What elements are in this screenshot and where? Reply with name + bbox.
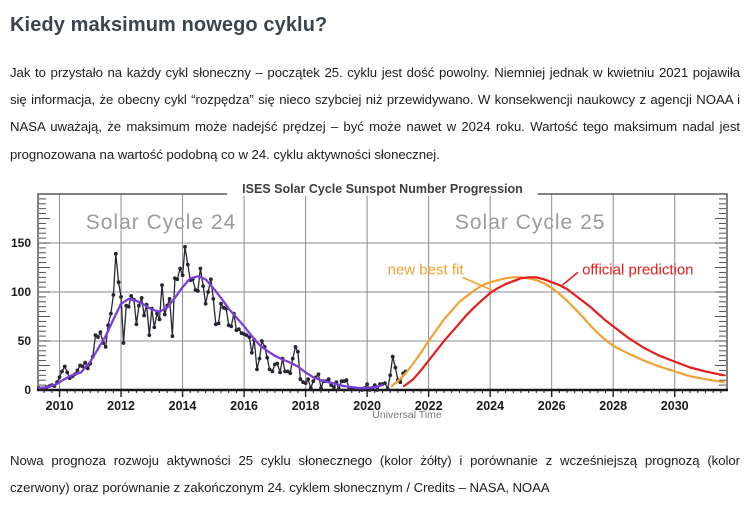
annotation-solar-cycle-24: Solar Cycle 24 [86,211,237,234]
series-monthly-observed [38,246,407,391]
x-tick-label: 2026 [538,399,566,413]
page-title: Kiedy maksimum nowego cyklu? [10,14,328,36]
x-tick-label: 2020 [353,399,381,413]
y-tick-label: 150 [11,236,31,250]
x-tick-label: 2028 [599,399,627,413]
x-tick-label: 2024 [476,399,504,413]
series-smoothed-monthly [37,274,384,389]
chart-title: ISES Solar Cycle Sunspot Number Progress… [242,182,523,196]
series-official-prediction [402,276,726,388]
sunspot-progression-chart: ISES Solar Cycle Sunspot Number Progress… [11,180,728,421]
x-tick-label: 2022 [415,399,443,413]
x-tick-label: 2016 [230,399,258,413]
intro-paragraph: Jak to przystało na każdy cykl słoneczny… [10,65,740,162]
annotation-solar-cycle-25: Solar Cycle 25 [455,211,606,234]
x-tick-label: 2012 [107,399,135,413]
solar-cycle-chart-figure: ISES Solar Cycle Sunspot Number Progress… [10,178,740,441]
y-tick-label: 100 [11,285,31,299]
x-tick-label: 2014 [169,399,197,413]
x-tick-label: 2010 [46,399,74,413]
annotation-new-best-fit: new best fit [388,262,465,279]
article-page: Kiedy maksimum nowego cyklu? Jak to przy… [10,14,740,496]
series-new-best-fit [390,276,726,388]
annotation-official-prediction: official prediction [582,262,693,279]
y-tick-label: 0 [24,383,31,397]
y-tick-label: 50 [18,334,32,348]
chart-caption: Nowa prognoza rozwoju aktywności 25 cykl… [10,452,740,496]
x-axis-label: Universal Time [372,409,442,421]
x-tick-label: 2018 [292,399,320,413]
x-tick-label: 2030 [661,399,689,413]
